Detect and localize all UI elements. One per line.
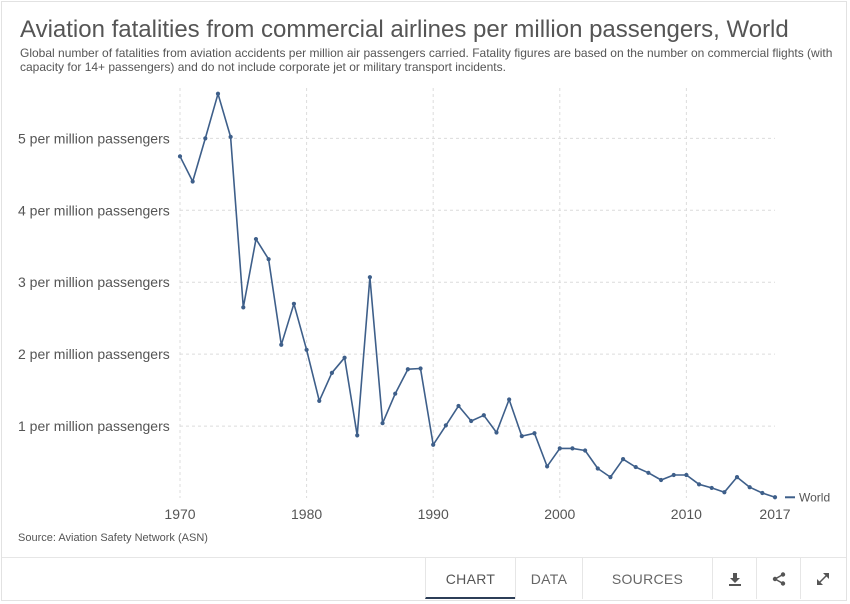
expand-button[interactable] xyxy=(800,558,844,599)
data-point[interactable] xyxy=(317,398,322,403)
tab-chart[interactable]: CHART xyxy=(425,558,515,599)
series-world[interactable] xyxy=(177,91,778,500)
data-point[interactable] xyxy=(355,433,360,438)
y-tick-label: 2 per million passengers xyxy=(18,346,170,362)
source-note: Source: Aviation Safety Network (ASN) xyxy=(18,532,208,544)
x-tick-label: 2010 xyxy=(671,506,702,522)
data-point[interactable] xyxy=(215,91,221,96)
data-point[interactable] xyxy=(696,482,702,487)
data-point[interactable] xyxy=(608,475,613,480)
expand-icon xyxy=(816,572,829,585)
tab-data[interactable]: DATA xyxy=(515,558,582,599)
tab-sources-label: SOURCES xyxy=(611,571,684,587)
data-point[interactable] xyxy=(760,490,765,496)
data-point[interactable] xyxy=(658,477,664,483)
download-button[interactable] xyxy=(712,558,756,599)
x-tick-label: 2017 xyxy=(759,506,790,522)
data-point[interactable] xyxy=(722,490,727,495)
data-point[interactable] xyxy=(190,179,195,184)
tab-data-label: DATA xyxy=(530,571,568,587)
data-point[interactable] xyxy=(557,446,562,451)
data-point[interactable] xyxy=(291,301,297,306)
data-point[interactable] xyxy=(241,305,246,310)
share-icon xyxy=(772,571,785,586)
data-point[interactable] xyxy=(595,466,600,471)
download-icon xyxy=(728,572,741,586)
line-chart: 1 per million passengers 2 per million pa… xyxy=(18,88,830,522)
tab-sources[interactable]: SOURCES xyxy=(582,558,712,599)
data-point[interactable] xyxy=(570,446,575,451)
data-point[interactable] xyxy=(177,154,183,159)
data-point[interactable] xyxy=(228,134,233,140)
data-point[interactable] xyxy=(279,342,284,347)
chart-title: Aviation fatalities from commercial airl… xyxy=(20,16,789,43)
y-tick-label: 4 per million passengers xyxy=(18,202,170,218)
data-point[interactable] xyxy=(253,236,259,242)
data-point[interactable] xyxy=(342,355,347,360)
x-tick-label: 2000 xyxy=(544,506,575,522)
data-point[interactable] xyxy=(443,423,448,428)
x-tick-label: 1970 xyxy=(164,506,195,522)
grid xyxy=(179,88,775,498)
data-point[interactable] xyxy=(380,421,385,426)
data-point[interactable] xyxy=(329,370,335,375)
axis-labels: 1 per million passengers 2 per million pa… xyxy=(18,130,791,522)
data-point[interactable] xyxy=(545,464,550,469)
data-point[interactable] xyxy=(431,442,436,447)
data-point[interactable] xyxy=(772,495,778,500)
data-point[interactable] xyxy=(684,472,689,478)
data-point[interactable] xyxy=(507,397,512,402)
data-point[interactable] xyxy=(709,485,714,491)
data-point[interactable] xyxy=(405,367,410,372)
toolbar: CHART DATA SOURCES xyxy=(2,557,846,599)
data-point[interactable] xyxy=(583,448,588,453)
data-point[interactable] xyxy=(456,403,461,409)
data-point[interactable] xyxy=(671,472,676,478)
x-tick-label: 1980 xyxy=(291,506,322,522)
legend-label: World xyxy=(799,490,830,504)
data-point[interactable] xyxy=(418,366,423,371)
data-point[interactable] xyxy=(203,136,208,141)
share-button[interactable] xyxy=(756,558,800,599)
y-tick-label: 3 per million passengers xyxy=(18,274,170,290)
chart-subtitle: Global number of fatalities from aviatio… xyxy=(20,46,833,74)
data-point[interactable] xyxy=(266,257,271,262)
legend: World xyxy=(785,490,830,504)
data-point[interactable] xyxy=(734,475,740,480)
y-tick-label: 1 per million passengers xyxy=(18,418,170,434)
data-point[interactable] xyxy=(304,347,309,352)
data-point[interactable] xyxy=(481,413,486,418)
data-point[interactable] xyxy=(367,275,372,280)
data-point[interactable] xyxy=(519,434,524,439)
tab-chart-label: CHART xyxy=(445,571,496,587)
data-point[interactable] xyxy=(393,391,398,396)
data-point[interactable] xyxy=(747,485,752,490)
series-line[interactable] xyxy=(179,93,776,499)
data-point[interactable] xyxy=(620,457,626,462)
data-point[interactable] xyxy=(646,470,651,475)
data-point[interactable] xyxy=(469,418,474,424)
data-point[interactable] xyxy=(633,464,638,470)
data-point[interactable] xyxy=(494,430,499,435)
y-tick-label: 5 per million passengers xyxy=(18,130,170,146)
x-tick-label: 1990 xyxy=(418,506,449,522)
data-point[interactable] xyxy=(532,431,537,436)
